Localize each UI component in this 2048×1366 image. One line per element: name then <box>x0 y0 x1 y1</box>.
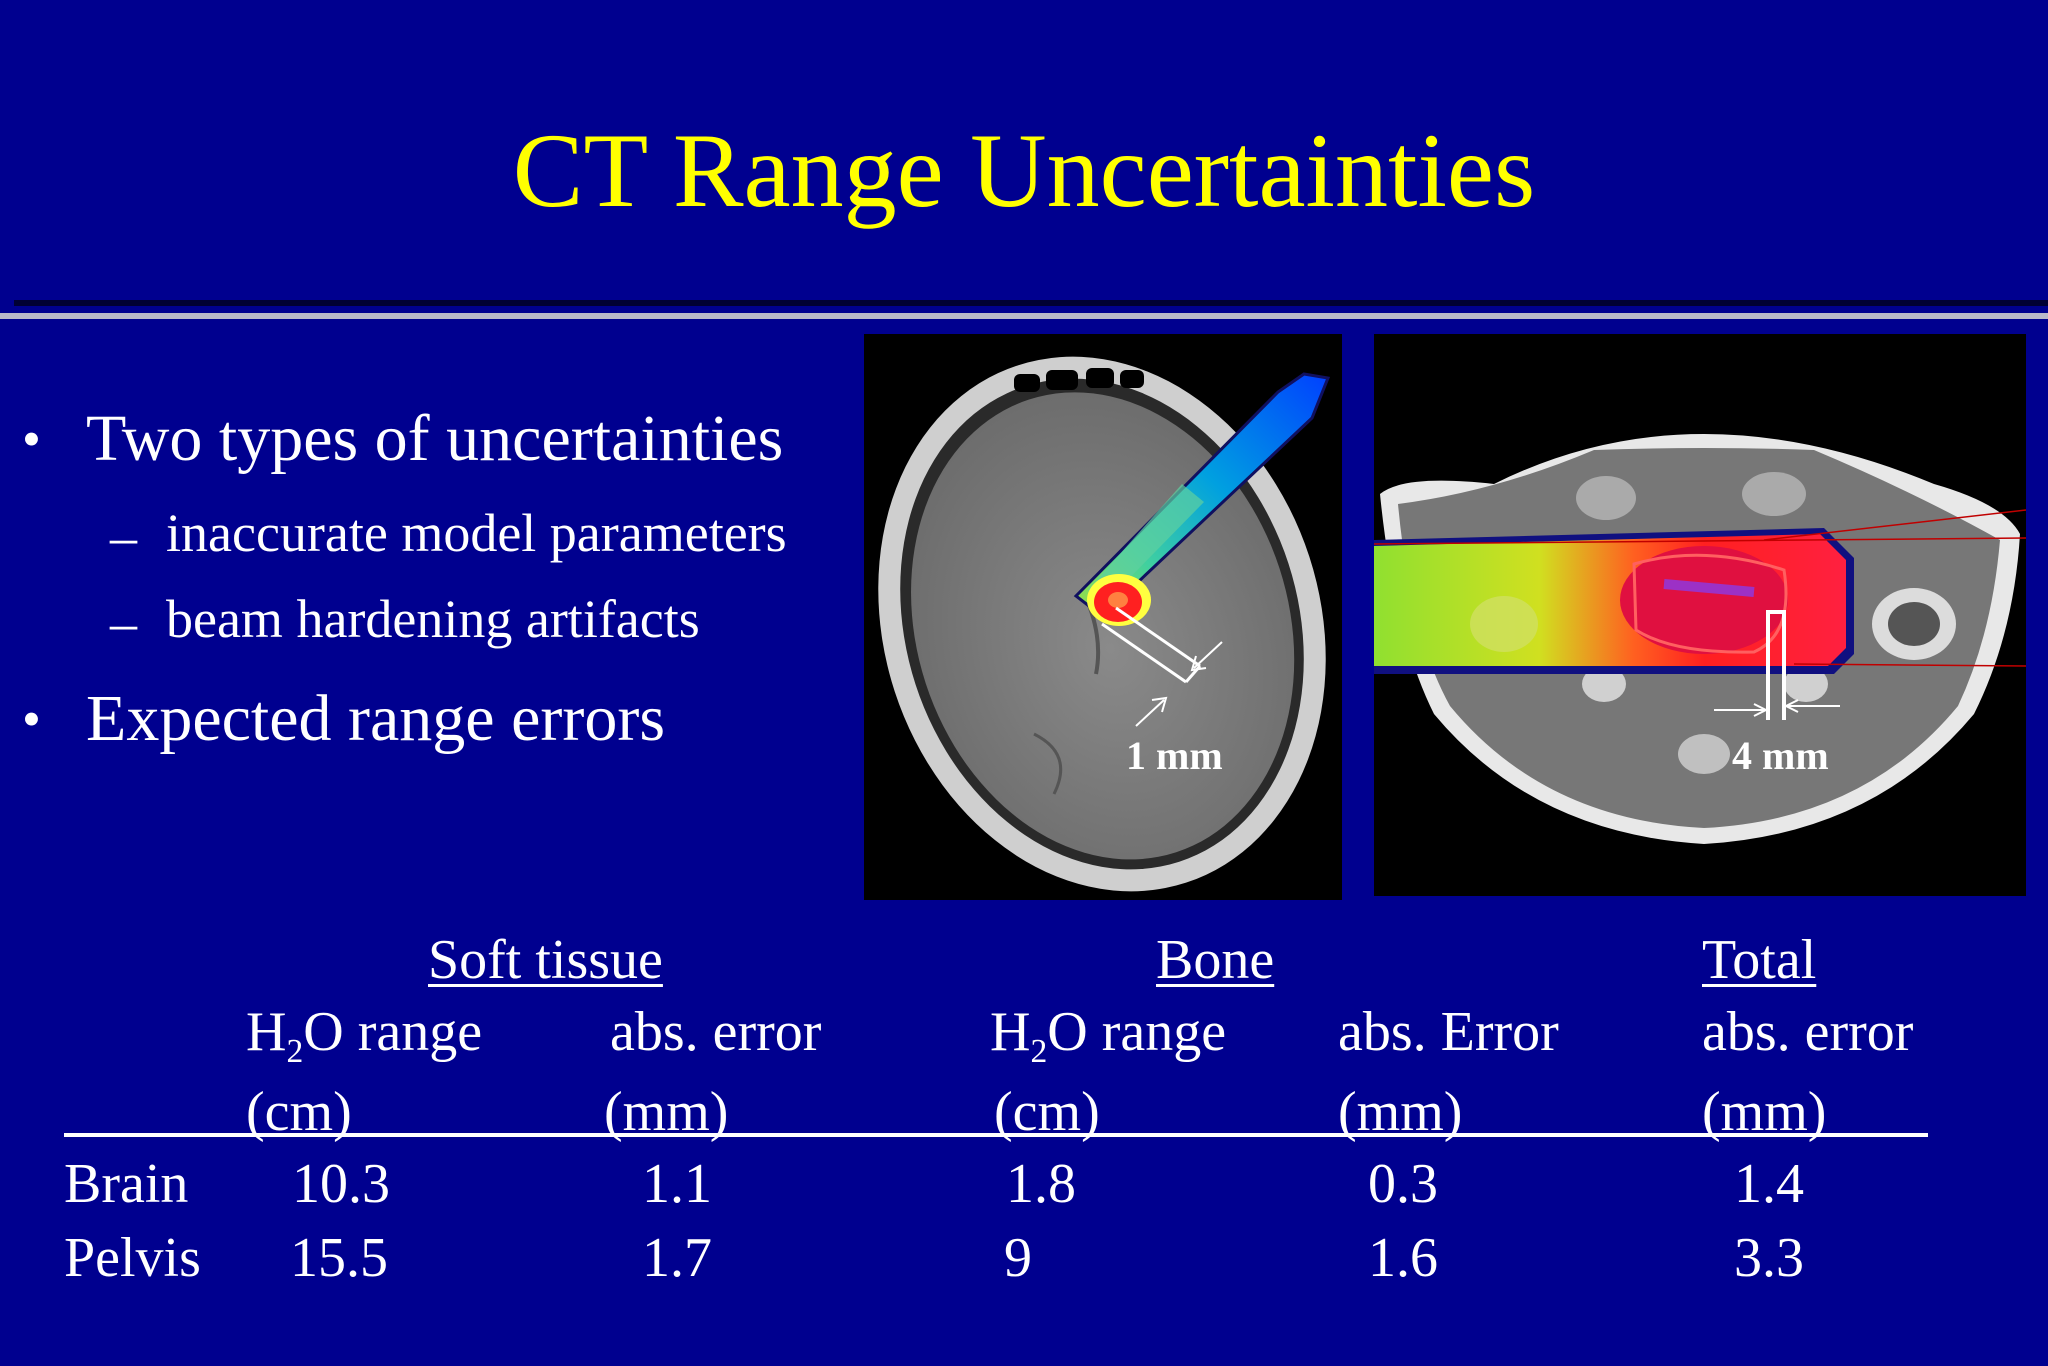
table-header-rule <box>64 1133 1928 1137</box>
table-cell-brain-bone-err: 0.3 <box>1368 1153 1438 1215</box>
pelvis-scale-label: 4 mm <box>1732 733 1829 778</box>
table-row-pelvis-name: Pelvis <box>64 1227 201 1289</box>
sub-bullet-dash: – <box>110 507 137 567</box>
table-cell-brain-soft-err: 1.1 <box>642 1153 712 1215</box>
brain-ct-image: 1 mm <box>864 334 1342 900</box>
brain-scale-label: 1 mm <box>1126 733 1223 778</box>
header-total-abs-error: abs. error <box>1702 1001 1914 1063</box>
header-bone-h2o-range: H2O range <box>990 1001 1227 1071</box>
pelvis-ct-scan-graphic <box>1374 434 2026 844</box>
table-cell-pelvis-soft-range: 15.5 <box>290 1227 388 1289</box>
page-title: CT Range Uncertainties <box>512 112 1536 229</box>
table-cell-brain-soft-range: 10.3 <box>292 1153 390 1215</box>
unit-bone-mm: (mm) <box>1338 1081 1463 1143</box>
unit-soft-mm: (mm) <box>604 1081 729 1143</box>
table-cell-pelvis-soft-err: 1.7 <box>642 1227 712 1289</box>
table-cell-pelvis-bone-err: 1.6 <box>1368 1227 1438 1289</box>
header-bone-abs-error: abs. Error <box>1338 1001 1559 1063</box>
table-cell-brain-total-err: 1.4 <box>1734 1153 1804 1215</box>
pelvis-ct-image: 4 mm <box>1374 334 2026 896</box>
unit-bone-cm: (cm) <box>994 1081 1100 1143</box>
table-group-total: Total <box>1702 929 1817 991</box>
table-group-bone: Bone <box>1156 929 1275 991</box>
table-cell-pelvis-total-err: 3.3 <box>1734 1227 1804 1289</box>
bullet-expected-range-errors: Expected range errors <box>86 682 666 755</box>
header-soft-abs-error: abs. error <box>610 1001 822 1063</box>
header-soft-h2o-range: H2O range <box>246 1001 483 1071</box>
bullet-marker: • <box>22 689 41 749</box>
unit-total-mm: (mm) <box>1702 1081 1827 1143</box>
title-divider-light <box>0 313 2048 319</box>
table-row-brain-name: Brain <box>64 1153 189 1215</box>
bullet-marker: • <box>22 409 41 469</box>
table-group-soft-tissue: Soft tissue <box>428 929 663 991</box>
title-divider-dark <box>14 300 2048 306</box>
brain-ct-scan-graphic <box>878 356 1331 892</box>
sub-bullet-dash: – <box>110 593 137 653</box>
bullet-uncertainty-types: Two types of uncertainties <box>86 402 784 475</box>
sub-bullet-beam-hardening: beam hardening artifacts <box>166 589 700 649</box>
table-cell-pelvis-bone-range: 9 <box>1004 1227 1032 1289</box>
table-cell-brain-bone-range: 1.8 <box>1006 1153 1076 1215</box>
sub-bullet-model-parameters: inaccurate model parameters <box>166 503 787 563</box>
unit-soft-cm: (cm) <box>246 1081 352 1143</box>
